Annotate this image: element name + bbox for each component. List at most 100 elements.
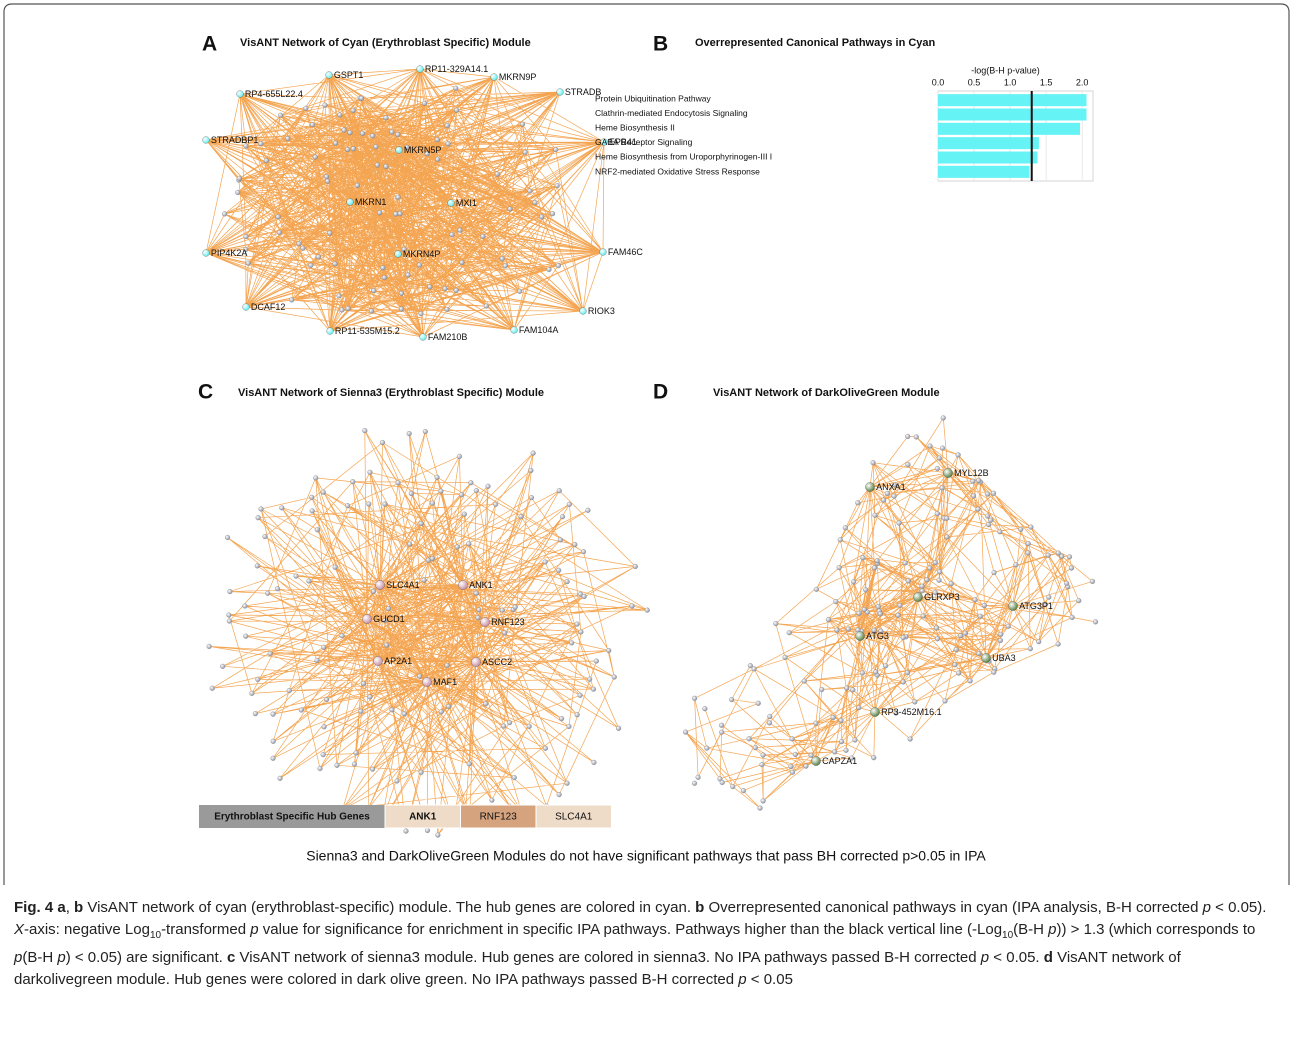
gene-node bbox=[404, 144, 410, 150]
gene-node bbox=[418, 311, 424, 317]
gene-node bbox=[389, 707, 395, 713]
gene-node bbox=[872, 512, 878, 518]
gene-node bbox=[429, 500, 436, 506]
gene-node bbox=[997, 529, 1003, 535]
gene-node bbox=[1005, 623, 1011, 629]
hub-label: MKRN9P bbox=[499, 72, 537, 82]
gene-node bbox=[395, 131, 401, 138]
gene-node bbox=[351, 761, 358, 767]
gene-node bbox=[566, 501, 572, 507]
gene-node bbox=[944, 515, 950, 521]
gene-node bbox=[438, 488, 444, 494]
caption-text: < 0.05 bbox=[746, 971, 793, 988]
gene-node bbox=[267, 650, 273, 657]
hub-node bbox=[490, 73, 498, 81]
gene-node bbox=[242, 603, 248, 609]
gene-node bbox=[377, 210, 383, 216]
gene-node bbox=[883, 663, 889, 669]
gene-node bbox=[830, 714, 836, 720]
gene-node bbox=[839, 739, 845, 745]
gene-node bbox=[893, 710, 899, 716]
hub-label: RIOK3 bbox=[588, 306, 615, 316]
hub-node bbox=[202, 249, 210, 257]
gene-node bbox=[243, 633, 249, 639]
gene-node bbox=[1055, 641, 1061, 647]
hub-node bbox=[395, 146, 403, 154]
gene-node bbox=[360, 680, 367, 687]
gene-node bbox=[309, 508, 315, 514]
caption-text: Fig. 4 a bbox=[14, 899, 66, 916]
gene-node bbox=[501, 723, 507, 729]
gene-node bbox=[359, 130, 366, 136]
gene-node bbox=[939, 445, 946, 451]
gene-node bbox=[792, 751, 798, 757]
hub-label: CAPZA1 bbox=[822, 756, 857, 766]
caption-text: VisANT network of sienna3 module. Hub ge… bbox=[235, 949, 981, 966]
gene-node bbox=[825, 617, 831, 623]
gene-node bbox=[314, 527, 320, 533]
gene-node bbox=[395, 480, 401, 486]
gene-node bbox=[226, 618, 232, 624]
bar bbox=[938, 137, 1039, 150]
gene-node bbox=[358, 95, 365, 101]
category-label: Heme Biosynthesis from Uroporphyrinogen-… bbox=[595, 152, 772, 162]
hub-label: UBA3 bbox=[992, 653, 1016, 663]
gene-node bbox=[833, 598, 839, 605]
gene-node bbox=[456, 453, 462, 459]
gene-node bbox=[574, 712, 580, 718]
gene-node bbox=[934, 465, 940, 472]
gene-node bbox=[932, 560, 938, 566]
hub-label: MKRN4P bbox=[403, 249, 441, 259]
gene-node bbox=[850, 687, 856, 693]
gene-node bbox=[936, 577, 942, 583]
gene-node bbox=[692, 695, 698, 701]
gene-node bbox=[220, 663, 226, 669]
gene-node bbox=[371, 588, 377, 594]
gene-node bbox=[381, 274, 387, 281]
legend-label: SLC4A1 bbox=[555, 812, 593, 823]
gene-node bbox=[445, 141, 451, 147]
note: Sienna3 and DarkOliveGreen Modules do no… bbox=[306, 848, 986, 864]
x-tick-label: 1.5 bbox=[1040, 77, 1053, 87]
bar bbox=[938, 151, 1038, 164]
gene-node bbox=[939, 485, 945, 491]
caption-text: )) > 1.3 (which corresponds to bbox=[1056, 921, 1256, 938]
hub-node bbox=[422, 677, 432, 687]
hub-label: RNF123 bbox=[491, 617, 525, 627]
gene-node bbox=[977, 613, 983, 619]
panel-letter: A bbox=[202, 33, 217, 56]
gene-node bbox=[767, 713, 773, 720]
gene-node bbox=[927, 565, 933, 571]
panel-title: VisANT Network of Sienna3 (Erythroblast … bbox=[238, 387, 544, 399]
gene-node bbox=[970, 493, 977, 499]
gene-node bbox=[309, 494, 315, 500]
category-label: Heme Biosynthesis II bbox=[595, 122, 675, 132]
gene-node bbox=[379, 439, 386, 446]
gene-node bbox=[985, 513, 991, 519]
gene-node bbox=[1018, 526, 1024, 532]
gene-node bbox=[907, 736, 913, 742]
gene-node bbox=[895, 612, 901, 618]
gene-node bbox=[856, 705, 862, 711]
gene-node bbox=[227, 589, 233, 595]
gene-node bbox=[976, 651, 982, 657]
gene-node bbox=[944, 534, 950, 540]
hub-node bbox=[981, 653, 991, 663]
hub-node bbox=[510, 326, 518, 334]
gene-node bbox=[587, 676, 593, 682]
gene-node bbox=[1069, 614, 1075, 620]
gene-node bbox=[719, 779, 725, 786]
gene-node bbox=[528, 495, 534, 501]
gene-node bbox=[367, 469, 373, 475]
gene-node bbox=[309, 122, 316, 128]
gene-node bbox=[801, 678, 807, 684]
caption-text: p bbox=[980, 949, 990, 966]
hub-node bbox=[600, 138, 608, 146]
gene-node bbox=[1013, 562, 1019, 568]
gene-node bbox=[434, 474, 440, 480]
gene-node bbox=[424, 151, 430, 157]
gene-node bbox=[373, 144, 379, 150]
gene-node bbox=[550, 211, 556, 217]
gene-node bbox=[773, 621, 779, 627]
